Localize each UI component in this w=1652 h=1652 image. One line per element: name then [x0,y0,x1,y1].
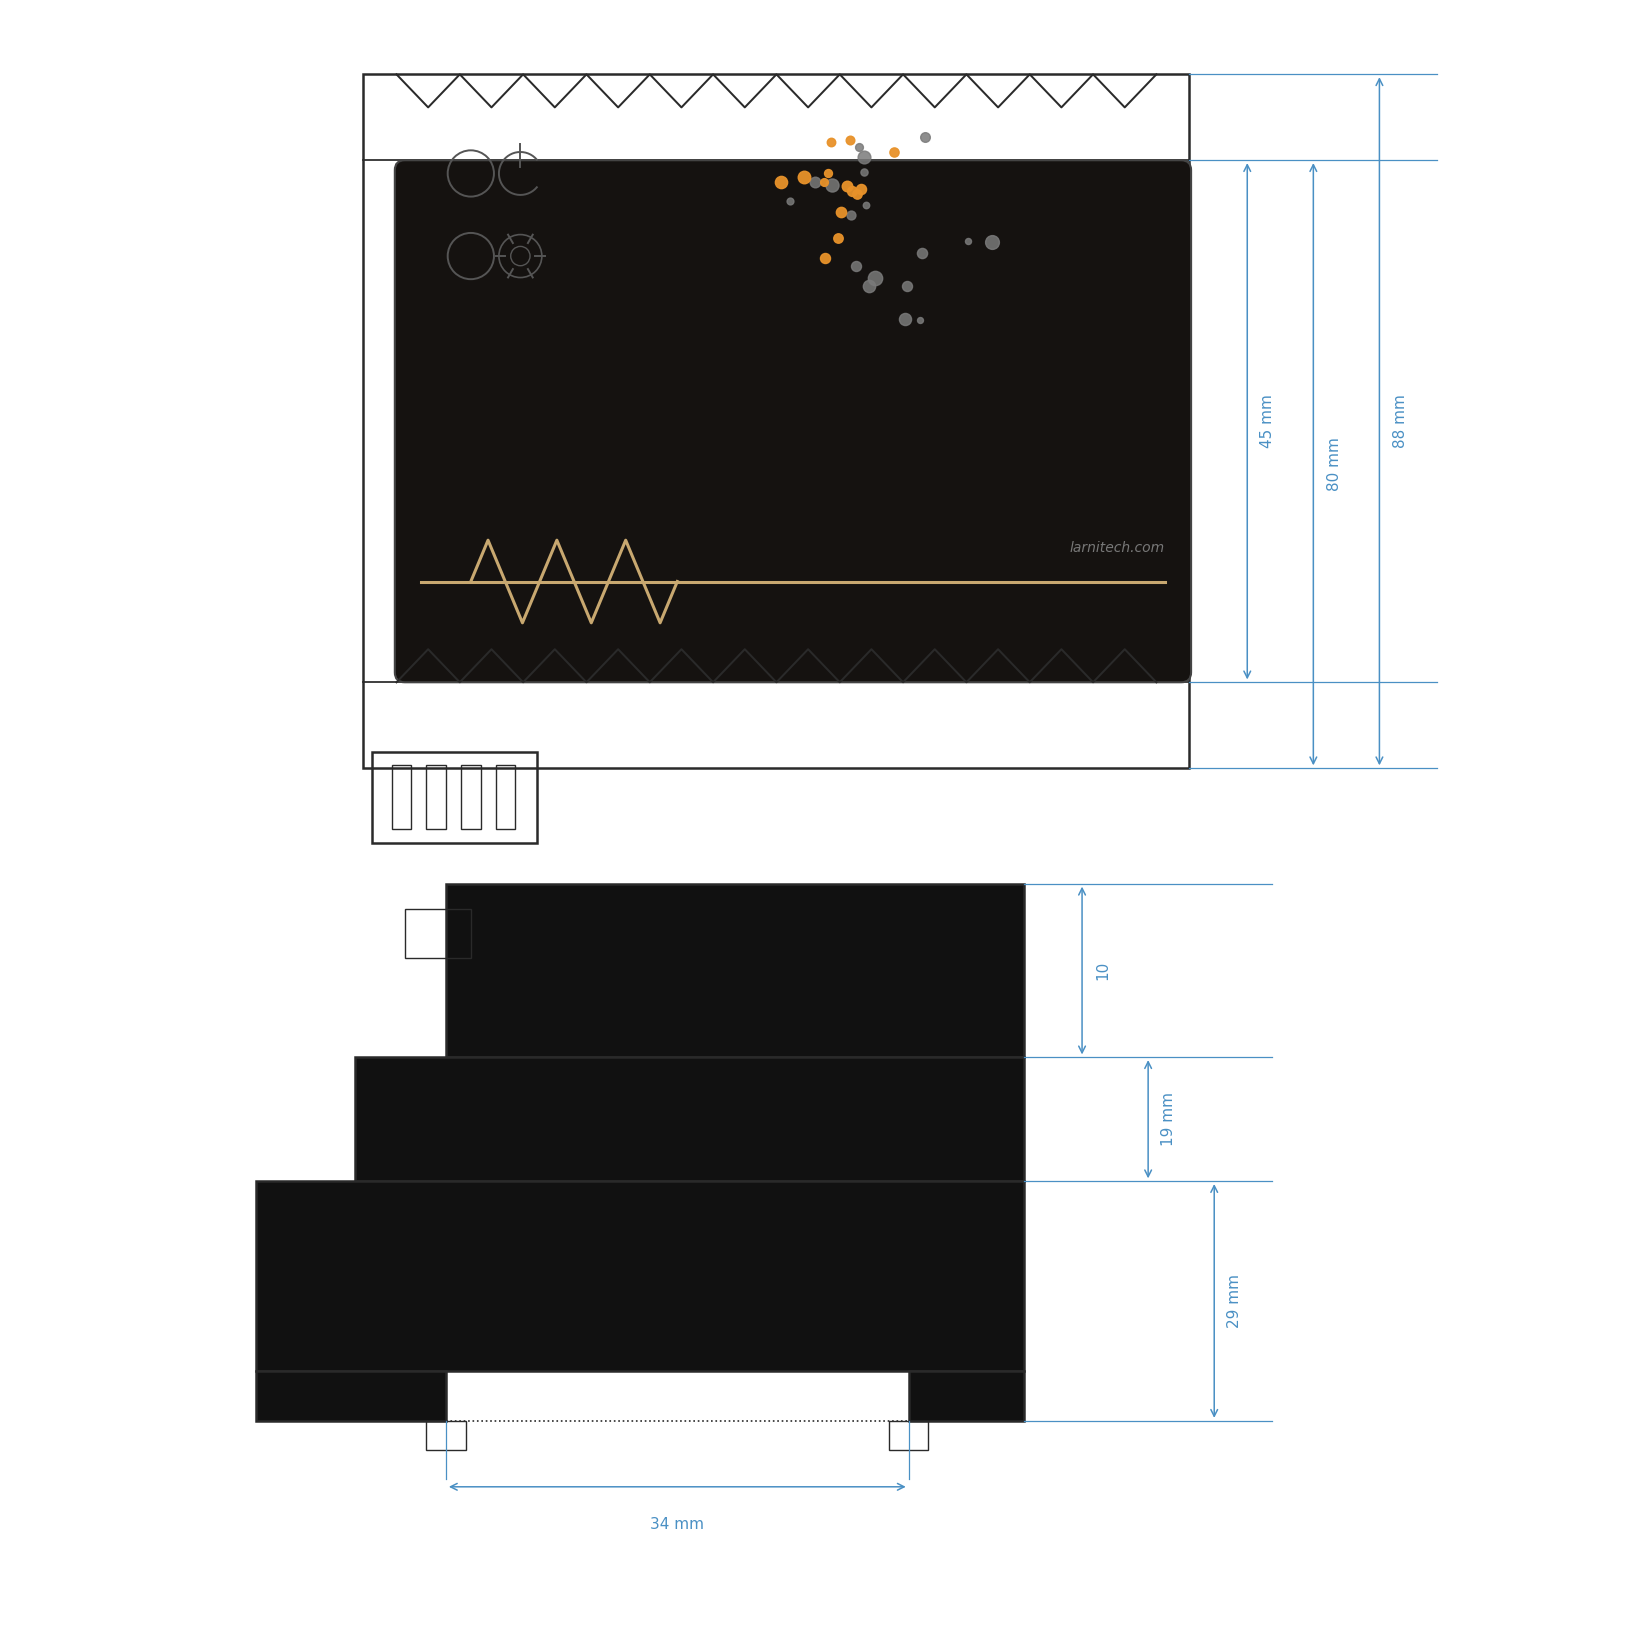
Text: 10: 10 [1095,961,1110,980]
Text: 45 mm: 45 mm [1260,395,1275,448]
Bar [355,1057,1024,1181]
Text: 88 mm: 88 mm [1393,395,1408,448]
Bar [426,1421,466,1450]
Bar [496,765,515,829]
Bar [256,1371,446,1421]
Text: 19 mm: 19 mm [1161,1092,1176,1146]
Bar [405,909,471,958]
Bar [392,765,411,829]
Text: 29 mm: 29 mm [1227,1274,1242,1328]
Bar [256,1181,1024,1371]
Bar [889,1421,928,1450]
Text: 34 mm: 34 mm [651,1517,704,1531]
Bar [372,752,537,843]
Bar [909,1371,1024,1421]
FancyBboxPatch shape [395,160,1191,682]
Bar [426,765,446,829]
Text: larnitech.com: larnitech.com [1069,542,1165,555]
Bar [461,765,481,829]
Bar [446,884,1024,1057]
Bar [363,74,1189,768]
Text: 80 mm: 80 mm [1327,438,1341,491]
